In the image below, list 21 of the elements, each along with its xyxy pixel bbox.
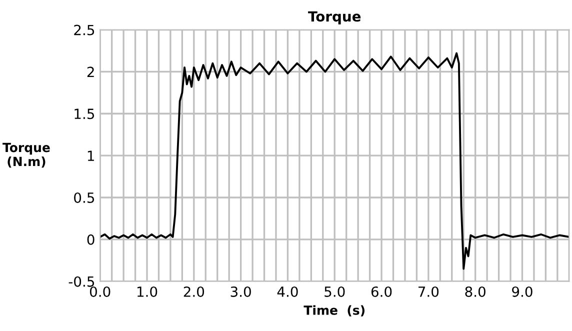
x-tick-label: 3.0	[230, 286, 251, 297]
chart-title: Torque	[308, 11, 361, 24]
y-tick-label: -0.5	[68, 276, 94, 287]
x-tick-label: 2.0	[184, 286, 204, 297]
x-tick-label: 6.0	[371, 286, 392, 297]
y-tick-label: 0	[87, 234, 94, 245]
line-series	[100, 52, 570, 270]
x-tick-label: 8.0	[465, 286, 486, 297]
y-axis-title: Torque (N.m)	[2, 142, 50, 168]
x-tick-label: 7.0	[418, 286, 439, 297]
x-tick-label: 9.0	[512, 286, 532, 297]
y-tick-label: 1	[88, 150, 94, 161]
y-tick-label: 2	[87, 66, 94, 77]
y-tick-label: 0.5	[74, 192, 94, 203]
x-tick-label: 0.0	[90, 286, 110, 297]
y-tick-label: 2.5	[74, 24, 94, 36]
x-tick-label: 5.0	[324, 286, 345, 297]
y-tick-label: 1.5	[74, 108, 94, 120]
x-axis-title: Time (s)	[304, 305, 364, 316]
x-tick-label: 4.0	[277, 286, 298, 297]
x-tick-label: 1.0	[137, 286, 158, 297]
